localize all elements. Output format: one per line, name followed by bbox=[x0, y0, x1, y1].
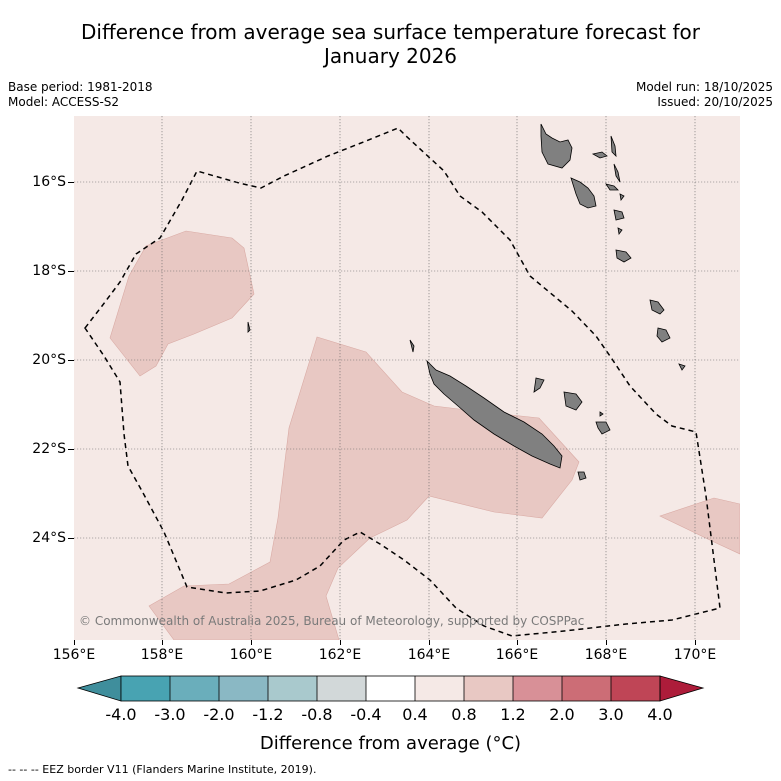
colorbar-segment-9 bbox=[513, 676, 562, 701]
walpole bbox=[678, 363, 686, 371]
colorbar-segment-11 bbox=[611, 676, 660, 701]
colorbar bbox=[76, 675, 705, 702]
espiritu-santo bbox=[540, 123, 573, 169]
y-label-18s: 18°S bbox=[32, 263, 66, 279]
x-label-166e: 166°E bbox=[495, 647, 539, 663]
colorbar-segment-3 bbox=[219, 676, 268, 701]
eez-legend-note: -- -- -- EEZ border V11 (Flanders Marine… bbox=[8, 763, 317, 776]
colorbar-segment-2 bbox=[170, 676, 219, 701]
belep bbox=[409, 339, 415, 353]
maewo-pentecost bbox=[610, 135, 617, 158]
colorbar-segment-10 bbox=[562, 676, 611, 701]
x-tick-156e bbox=[74, 640, 75, 645]
y-label-16s: 16°S bbox=[32, 174, 66, 190]
eez-border bbox=[84, 127, 721, 637]
x-tick-170e bbox=[695, 640, 696, 645]
model-name: Model: ACCESS-S2 bbox=[8, 95, 120, 109]
meta-left: Base period: 1981-2018 Model: ACCESS-S2 bbox=[8, 80, 153, 110]
chart-title: Difference from average sea surface temp… bbox=[0, 20, 781, 68]
erromango bbox=[615, 249, 632, 263]
colorbar-label-8: 0.8 bbox=[451, 705, 477, 724]
issued-date: Issued: 20/10/2025 bbox=[657, 95, 773, 109]
isle-of-pines bbox=[577, 471, 587, 481]
y-tick-24s bbox=[68, 538, 74, 539]
y-tick-22s bbox=[68, 449, 74, 450]
y-tick-18s bbox=[68, 271, 74, 272]
colorbar-label-12: 4.0 bbox=[647, 705, 673, 724]
torres-dot bbox=[617, 227, 623, 235]
y-tick-20s bbox=[68, 360, 74, 361]
colorbar-segment-6 bbox=[366, 676, 415, 701]
x-label-156e: 156°E bbox=[52, 647, 96, 663]
colorbar-label-9: 1.2 bbox=[500, 705, 526, 724]
colorbar-segment-7 bbox=[415, 676, 464, 701]
chesterfield-islet bbox=[247, 321, 251, 333]
map-panel[interactable]: © Commonwealth of Australia 2025, Bureau… bbox=[74, 116, 740, 640]
ambrym bbox=[605, 183, 619, 191]
y-tick-16s bbox=[68, 182, 74, 183]
graticule bbox=[74, 116, 740, 640]
colorbar-label-11: 3.0 bbox=[598, 705, 624, 724]
meta-right: Model run: 18/10/2025 Issued: 20/10/2025 bbox=[636, 80, 773, 110]
colorbar-extend-low bbox=[76, 675, 122, 702]
loyalty-dot bbox=[599, 411, 604, 417]
x-tick-162e bbox=[340, 640, 341, 645]
colorbar-label-5: -0.8 bbox=[301, 705, 333, 724]
title-line-2: January 2026 bbox=[323, 44, 458, 68]
colorbar-label-3: -2.0 bbox=[203, 705, 235, 724]
x-tick-158e bbox=[162, 640, 163, 645]
colorbar-segment-5 bbox=[317, 676, 366, 701]
colorbar-segment-1 bbox=[121, 676, 170, 701]
y-label-20s: 20°S bbox=[32, 352, 66, 368]
x-label-164e: 164°E bbox=[407, 647, 451, 663]
base-period: Base period: 1981-2018 bbox=[8, 80, 153, 94]
colorbar-label-10: 2.0 bbox=[549, 705, 575, 724]
map-svg bbox=[74, 116, 740, 640]
pentecost bbox=[613, 163, 621, 183]
warm-anomaly-region-central bbox=[148, 336, 580, 640]
colorbar-title: Difference from average (°C) bbox=[259, 733, 522, 754]
warm-anomaly-region-east bbox=[659, 497, 740, 555]
x-label-160e: 160°E bbox=[229, 647, 273, 663]
x-tick-160e bbox=[251, 640, 252, 645]
x-label-170e: 170°E bbox=[673, 647, 717, 663]
aneityum bbox=[656, 327, 671, 343]
land-masses bbox=[247, 123, 686, 481]
colorbar-segment-4 bbox=[268, 676, 317, 701]
colorbar-label-7: 0.4 bbox=[402, 705, 428, 724]
ambae bbox=[591, 151, 608, 159]
tanna bbox=[649, 299, 665, 315]
x-tick-168e bbox=[606, 640, 607, 645]
warm-anomaly-region-west bbox=[109, 230, 255, 377]
colorbar-label-1: -4.0 bbox=[105, 705, 137, 724]
model-run: Model run: 18/10/2025 bbox=[635, 80, 773, 94]
colorbar-extend-high bbox=[659, 675, 705, 702]
mare bbox=[595, 421, 611, 435]
x-label-158e: 158°E bbox=[140, 647, 184, 663]
colorbar-label-2: -3.0 bbox=[154, 705, 186, 724]
title-line-1: Difference from average sea surface temp… bbox=[80, 20, 700, 44]
x-label-162e: 162°E bbox=[318, 647, 362, 663]
x-label-168e: 168°E bbox=[584, 647, 628, 663]
x-tick-166e bbox=[517, 640, 518, 645]
lifou bbox=[563, 391, 583, 411]
malakula bbox=[570, 177, 597, 209]
x-tick-164e bbox=[429, 640, 430, 645]
colorbar-label-6: -0.4 bbox=[350, 705, 382, 724]
ouvea bbox=[533, 377, 545, 393]
copyright-notice: © Commonwealth of Australia 2025, Bureau… bbox=[79, 614, 585, 628]
colorbar-label-4: -1.2 bbox=[252, 705, 284, 724]
new-caledonia-grande-terre bbox=[426, 359, 563, 469]
y-label-22s: 22°S bbox=[32, 441, 66, 457]
efate bbox=[613, 209, 625, 221]
shepherd-dot bbox=[619, 193, 625, 201]
colorbar-dividers bbox=[120, 675, 661, 702]
y-label-24s: 24°S bbox=[32, 530, 66, 546]
colorbar-segment-8 bbox=[464, 676, 513, 701]
